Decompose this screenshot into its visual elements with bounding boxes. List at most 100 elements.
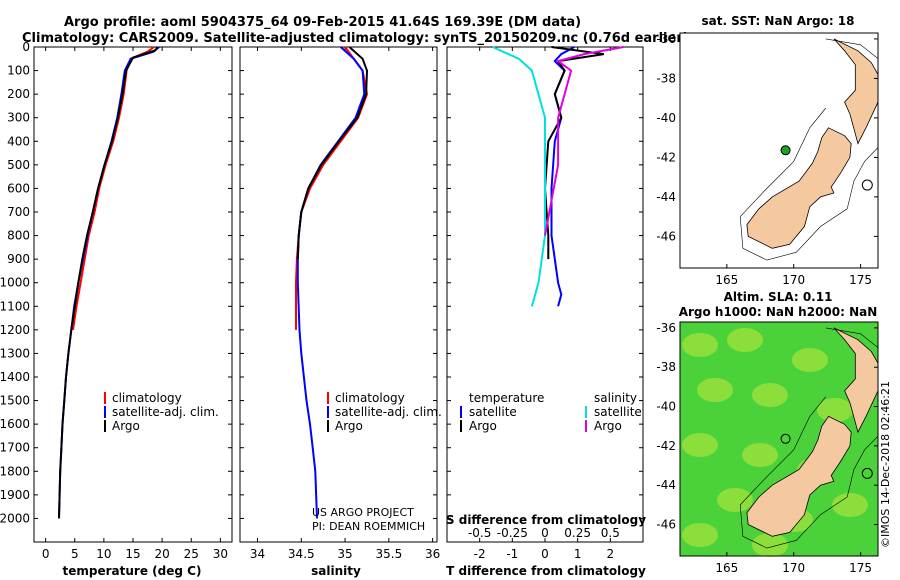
sea-anomaly-blob [752, 383, 788, 407]
x-tick-label: 35 [337, 547, 352, 561]
sea-anomaly-blob [682, 433, 718, 457]
series-line-t-satellite [550, 46, 575, 307]
x-tick-label: 36 [425, 547, 440, 561]
y-tick-label: 300 [7, 111, 30, 125]
map-y-tick-label: -40 [656, 400, 676, 414]
sea-anomaly-blob [742, 443, 778, 467]
temperature-panel: 0100200300400500600700800900100011001200… [0, 40, 233, 561]
sea-anomaly-blob [682, 523, 718, 547]
y-tick-label: 1800 [0, 464, 30, 478]
salinity-panel: 34 34.5 35 35.5 36 [239, 46, 440, 561]
x-tick-label: -1 [506, 547, 518, 561]
x-tick-label: 1 [574, 547, 582, 561]
sea-anomaly-blob [817, 398, 853, 422]
x-tick-label: 15 [125, 547, 140, 561]
map-x-tick-label: 175 [849, 561, 872, 575]
map-y-tick-label: -36 [656, 32, 676, 46]
map-x-tick-label: 165 [715, 561, 738, 575]
x-tick-label: 30 [213, 547, 228, 561]
y-tick-label: 400 [7, 134, 30, 148]
legend-argo-label: Argo [335, 419, 363, 433]
map-y-tick-label: -40 [656, 111, 676, 125]
map-y-tick-label: -38 [656, 360, 676, 374]
legend-s-satellite-label: satellite [594, 405, 642, 419]
map-frame [679, 32, 879, 269]
salinity-legend: climatology satellite-adj. clim. Argo [327, 391, 442, 433]
y-tick-label: 1000 [0, 276, 30, 290]
north-island [833, 327, 879, 434]
legend-satellite-label: satellite-adj. clim. [112, 405, 219, 419]
legend-climatology-label: climatology [335, 391, 405, 405]
pi-label: PI: DEAN ROEMMICH [312, 520, 425, 533]
south-island [746, 127, 852, 249]
x-tick-label: 2 [607, 547, 615, 561]
sea-anomaly-blob [792, 348, 828, 372]
series-line-satellite-adj-clim- [58, 46, 160, 519]
series-line-satellite-adj-clim- [296, 46, 366, 519]
y-tick-label: 800 [7, 229, 30, 243]
legend-s-argo-label: Argo [594, 419, 622, 433]
x-tick-label: 10 [96, 547, 111, 561]
x-tick-label: 0 [42, 547, 50, 561]
panel-frame [33, 46, 233, 543]
y-tick-label: 1400 [0, 370, 30, 384]
x-tick-label: 34.5 [288, 547, 315, 561]
y-tick-label: 500 [7, 158, 30, 172]
legend-satellite-label: satellite-adj. clim. [335, 405, 442, 419]
title-line2: Climatology: CARS2009. Satellite-adjuste… [22, 31, 689, 46]
x-tick-label: 35.5 [375, 547, 402, 561]
map-x-tick-label: 165 [715, 273, 738, 287]
series-line-s-satellite [492, 46, 546, 307]
y-tick-label: 1100 [0, 299, 30, 313]
temperature-legend: climatology satellite-adj. clim. Argo [104, 391, 219, 433]
y-tick-label: 1700 [0, 441, 30, 455]
sea-anomaly-blob [752, 533, 788, 557]
legend-argo-label: Argo [112, 419, 140, 433]
x-tick-label: 34 [250, 547, 265, 561]
sea-anomaly-blob [727, 328, 763, 352]
legend-salinity-title: salinity [594, 391, 637, 405]
x-tick-label: 20 [154, 547, 169, 561]
legend-climatology-label: climatology [112, 391, 182, 405]
series-line-climatology [72, 46, 155, 331]
s-difference-label: S difference from climatology [446, 513, 646, 527]
series-line-s-argo [544, 46, 624, 236]
map-y-tick-label: -36 [656, 321, 676, 335]
difference-panel: -2 -1 0 1 2 -0.5 -0.25 0 0.25 0.5 [446, 46, 644, 561]
x-tick-label: 25 [184, 547, 199, 561]
y-tick-label: 600 [7, 181, 30, 195]
s-tick-label: 0.5 [601, 526, 620, 540]
map-y-tick-label: -46 [656, 518, 676, 532]
salinity-xlabel: salinity [311, 564, 361, 578]
sea-anomaly-blob [697, 378, 733, 402]
y-tick-label: 1500 [0, 394, 30, 408]
map-x-tick-label: 170 [782, 273, 805, 287]
map-y-tick-label: -44 [656, 478, 676, 492]
difference-legend: temperature satellite Argo salinity sate… [460, 391, 642, 433]
map-y-tick-label: -42 [656, 439, 676, 453]
series-line-t-argo [543, 46, 604, 260]
y-tick-label: 1300 [0, 346, 30, 360]
south-island [746, 415, 852, 537]
difference-xlabel: T difference from climatology [446, 564, 646, 578]
y-tick-label: 900 [7, 252, 30, 266]
y-tick-label: 200 [7, 87, 30, 101]
series-line-argo [58, 46, 159, 519]
sea-anomaly-blob [717, 488, 753, 512]
argo-float-marker [780, 433, 791, 444]
map-x-tick-label: 170 [782, 561, 805, 575]
x-tick-label: -2 [474, 547, 486, 561]
map-y-tick-label: -46 [656, 229, 676, 243]
y-tick-label: 0 [22, 40, 30, 54]
legend-temperature-title: temperature [469, 391, 544, 405]
s-tick-label: -0.25 [497, 526, 528, 540]
legend-t-satellite-label: satellite [469, 405, 517, 419]
argo-float-marker [780, 145, 791, 156]
imos-timestamp: ©IMOS 14-Dec-2018 02:46:21 [879, 381, 892, 548]
x-tick-label: 0 [541, 547, 549, 561]
s-tick-label: 0 [541, 526, 549, 540]
y-tick-label: 1900 [0, 488, 30, 502]
map-y-tick-label: -44 [656, 190, 676, 204]
project-label: US ARGO PROJECT [312, 506, 414, 519]
